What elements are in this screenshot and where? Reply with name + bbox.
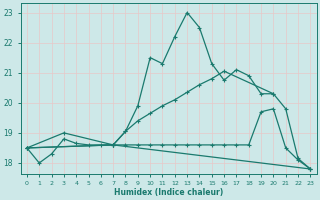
X-axis label: Humidex (Indice chaleur): Humidex (Indice chaleur)	[114, 188, 223, 197]
